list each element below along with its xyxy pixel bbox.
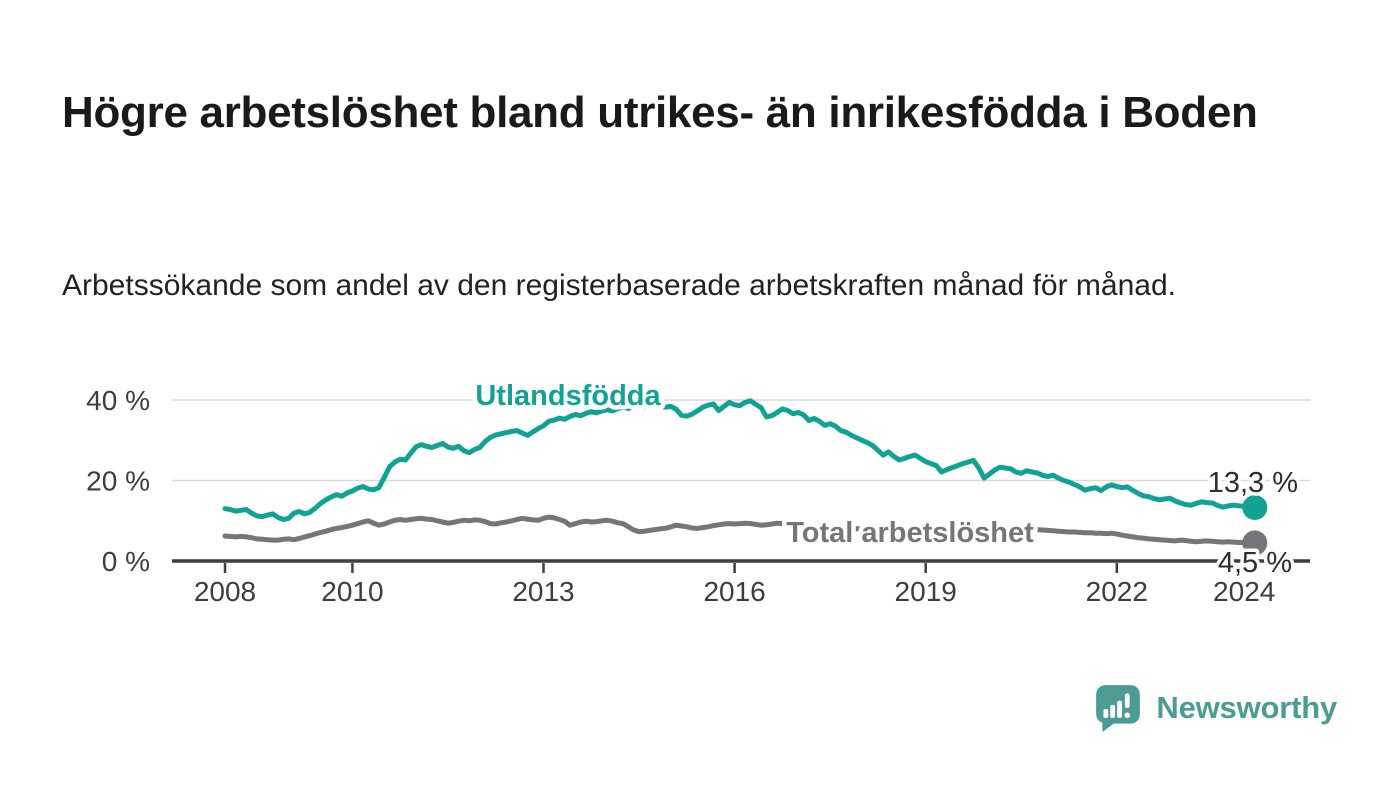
- series-end-dot-total-arbetsl-shet: [1242, 530, 1268, 556]
- y-tick-label-40: 40 %: [86, 385, 150, 416]
- x-tick-label-2022: 2022: [1086, 576, 1148, 607]
- series-end-dot-utlandsf-dda: [1242, 495, 1268, 520]
- y-tick-label-20: 20 %: [86, 466, 150, 497]
- page-title: Högre arbetslöshet bland utrikes- än inr…: [62, 88, 1258, 138]
- x-tick-label-2016: 2016: [703, 576, 765, 607]
- x-tick-label-2019: 2019: [895, 576, 957, 607]
- series-end-value-utlandsf-dda: 13,3 %: [1208, 467, 1298, 499]
- newsworthy-logo: Newsworthy: [1093, 683, 1337, 733]
- x-tick-label-2024: 2024: [1213, 576, 1275, 607]
- x-tick-label-2013: 2013: [512, 576, 574, 607]
- series-label-total-arbetsl-shet: Total arbetslöshet: [786, 517, 1034, 549]
- newsworthy-wordmark: Newsworthy: [1156, 690, 1337, 725]
- x-tick-label-2010: 2010: [321, 576, 383, 607]
- newsworthy-speech-bubble-bar-chart-icon: [1096, 685, 1141, 732]
- page-subtitle: Arbetssökande som andel av den registerb…: [62, 269, 1176, 302]
- series-line-utlandsf-dda: [222, 398, 1258, 522]
- y-tick-label-0: 0 %: [102, 546, 150, 577]
- series-label-utlandsf-dda: Utlandsfödda: [475, 380, 661, 412]
- series-end-value-total-arbetsl-shet: 4,5 %: [1218, 547, 1292, 579]
- x-tick-label-2008: 2008: [194, 576, 256, 607]
- series-line-total-arbetsl-shet: [222, 514, 1258, 546]
